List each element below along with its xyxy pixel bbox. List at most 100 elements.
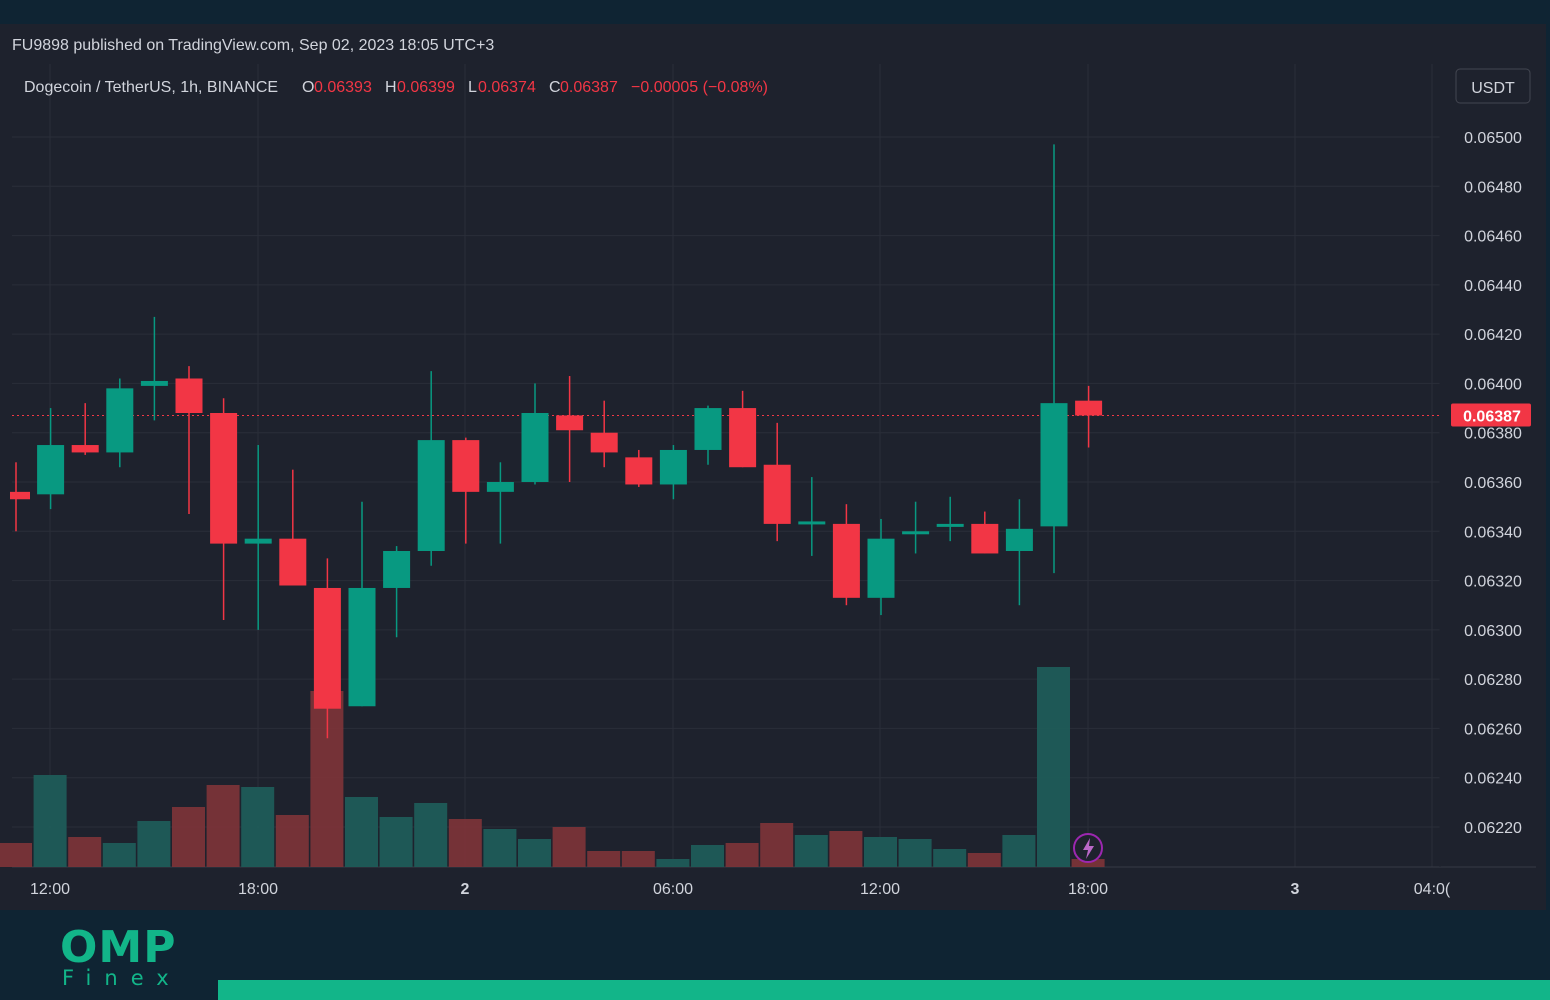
volume-bar <box>691 845 724 867</box>
price-tick-label: 0.06400 <box>1464 376 1522 393</box>
time-tick-label: 12:00 <box>860 881 900 898</box>
price-tick-label: 0.06460 <box>1464 229 1522 246</box>
candle-body <box>140 380 168 386</box>
volume-bar <box>102 843 136 867</box>
candle-body <box>971 523 999 554</box>
open-value: 0.06393 <box>314 79 372 96</box>
candle-body <box>348 587 376 707</box>
volume-bar <box>172 807 205 867</box>
open-label: O <box>302 79 314 96</box>
candle-body <box>729 408 757 468</box>
volume-bar <box>33 775 67 867</box>
candle-body <box>694 408 722 450</box>
candle-body <box>383 551 411 588</box>
currency-button[interactable]: USDT <box>1455 68 1531 104</box>
candle-body <box>832 523 860 598</box>
event-marker[interactable] <box>1073 833 1103 863</box>
candle-body <box>486 482 514 492</box>
price-tick-label: 0.06360 <box>1464 475 1522 492</box>
volume-bar <box>552 827 586 867</box>
price-tick-label: 0.06340 <box>1464 524 1522 541</box>
currency-button-label[interactable]: USDT <box>1471 80 1515 97</box>
time-axis[interactable]: 12:00 18:00 2 06:00 12:00 18:00 3 04:0( <box>30 881 1451 898</box>
low-label: L <box>468 79 477 96</box>
candle-body <box>763 464 791 524</box>
volume-bar <box>967 853 1001 867</box>
price-tick-label: 0.06440 <box>1464 278 1522 295</box>
lightning-icon <box>1083 838 1094 859</box>
symbol-title[interactable]: Dogecoin / TetherUS, 1h, BINANCE <box>24 79 278 96</box>
candle-body <box>175 378 203 413</box>
volume-bar <box>275 815 309 867</box>
candle-body <box>659 449 687 485</box>
candle-body <box>313 587 341 709</box>
volume-bar <box>137 821 171 867</box>
high-value: 0.06399 <box>397 79 455 96</box>
price-axis[interactable]: 0.06220 0.06240 0.06260 0.06280 0.06300 0.063… <box>1464 130 1522 837</box>
candle-body <box>936 523 964 527</box>
volume-bar <box>68 837 102 867</box>
close-label: C <box>549 79 561 96</box>
price-tick-label: 0.06380 <box>1464 426 1522 443</box>
candle-body <box>1040 403 1068 527</box>
time-tick-label: 12:00 <box>30 881 70 898</box>
candle-body <box>244 538 272 544</box>
price-tick-label: 0.06280 <box>1464 672 1522 689</box>
price-tick-label: 0.06220 <box>1464 820 1522 837</box>
close-value: 0.06387 <box>560 79 618 96</box>
time-tick-label: 04:0( <box>1414 881 1451 898</box>
candle-body <box>71 445 99 453</box>
volume-bar <box>829 831 863 867</box>
change-value: −0.00005 (−0.08%) <box>631 79 768 96</box>
volume-bar <box>656 859 690 867</box>
candle-body <box>10 491 30 500</box>
volume-bar <box>794 835 828 867</box>
volume-bar <box>518 839 551 867</box>
volume-bar <box>587 851 621 867</box>
candle-body <box>37 445 65 495</box>
candle-body <box>1075 400 1103 416</box>
brand-stripe <box>218 980 1550 1000</box>
volume-bar <box>725 843 759 867</box>
candle-body <box>902 531 930 535</box>
candle-body <box>417 440 445 551</box>
candle-body <box>590 432 618 453</box>
candle-body <box>798 521 826 525</box>
high-label: H <box>385 79 397 96</box>
logo-omp: OMP <box>60 922 177 973</box>
time-tick-label: 3 <box>1291 881 1300 898</box>
candle-body <box>452 440 480 492</box>
volume-bar <box>1071 859 1105 867</box>
volume-bar <box>0 843 32 867</box>
last-price-label: 0.06387 <box>1463 408 1521 425</box>
top-strip <box>0 0 1550 24</box>
candle-body <box>279 538 307 586</box>
price-tick-label: 0.06240 <box>1464 771 1522 788</box>
candle-body <box>1005 528 1033 551</box>
volume-bar <box>345 797 378 867</box>
low-value: 0.06374 <box>478 79 536 96</box>
published-caption: FU9898 published on TradingView.com, Sep… <box>12 37 495 54</box>
volume-bar <box>206 785 240 867</box>
candle-body <box>521 413 549 482</box>
time-tick-label: 18:00 <box>1068 881 1108 898</box>
candle-body <box>210 413 238 544</box>
volume-bar <box>1002 835 1036 867</box>
logo-finex: Finex <box>62 966 182 990</box>
time-tick-label: 2 <box>461 881 470 898</box>
price-tick-label: 0.06260 <box>1464 721 1522 738</box>
price-tick-label: 0.06500 <box>1464 130 1522 147</box>
time-tick-label: 06:00 <box>653 881 693 898</box>
volume-bar <box>1037 667 1070 867</box>
candle-body <box>625 457 653 485</box>
volume-bar <box>898 839 932 867</box>
ohlc-legend: Dogecoin / TetherUS, 1h, BINANCE O 0.063… <box>24 79 768 96</box>
volume-bar <box>483 829 517 867</box>
volume-bar <box>621 851 655 867</box>
volume-bar <box>760 823 794 867</box>
svg-text:Dogecoin / TetherUS, 1h, BINAN: Dogecoin / TetherUS, 1h, BINANCE O 0.063… <box>24 79 768 96</box>
volume-bar <box>414 803 448 867</box>
volume-bar <box>864 837 897 867</box>
volume-bar <box>379 817 413 867</box>
